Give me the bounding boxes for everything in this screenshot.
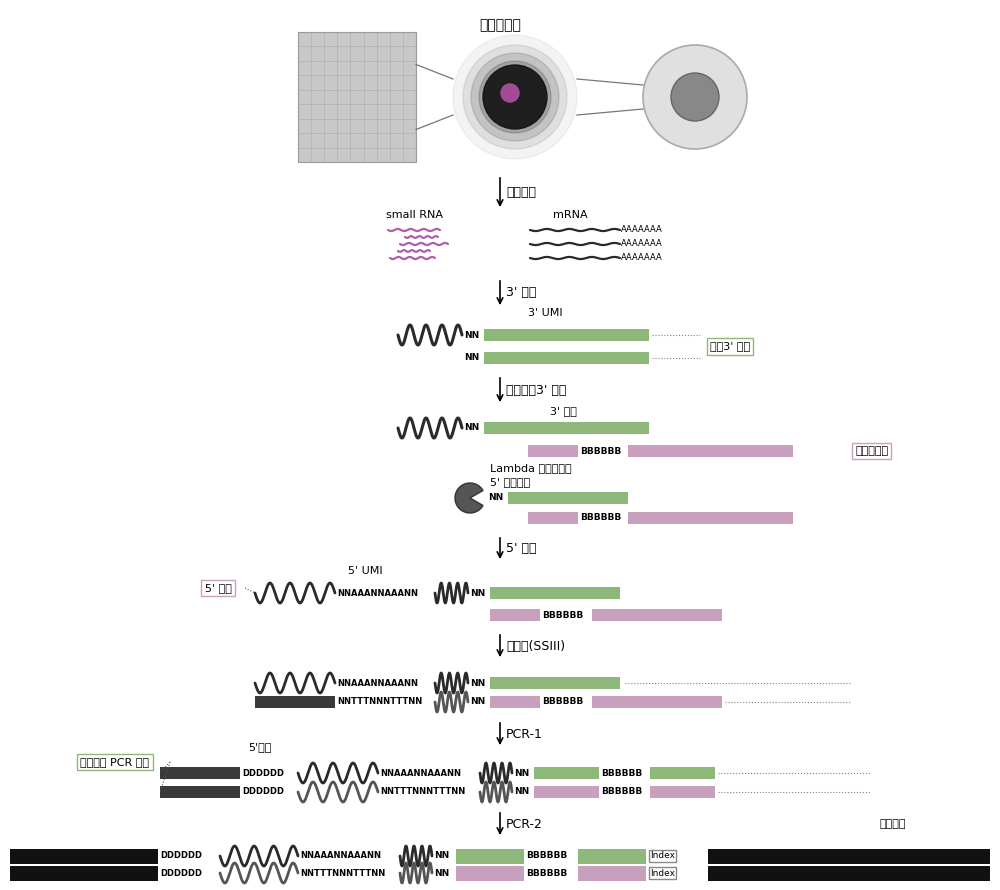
Text: BBBBBB: BBBBBB [580, 514, 621, 522]
Circle shape [471, 53, 559, 141]
Bar [484, 352, 649, 364]
Wedge shape [455, 483, 483, 513]
Text: 反转录(SSIII): 反转录(SSIII) [506, 640, 565, 652]
Bar [528, 445, 578, 457]
Bar [298, 32, 416, 162]
Text: BBBBBB: BBBBBB [542, 698, 583, 707]
Text: 反转录引物: 反转录引物 [855, 446, 888, 456]
Text: NN: NN [470, 678, 485, 687]
Bar [628, 445, 793, 457]
Bar [528, 512, 578, 524]
Bar [160, 786, 240, 798]
Text: NN: NN [434, 869, 449, 878]
Bar [534, 767, 599, 779]
Text: DDDDDD: DDDDDD [242, 768, 284, 778]
Bar [10, 848, 158, 863]
Text: PCR-1: PCR-1 [506, 727, 543, 740]
Text: 去除游离3' 接头: 去除游离3' 接头 [506, 384, 566, 397]
Circle shape [501, 84, 519, 102]
Text: mRNA: mRNA [553, 210, 587, 220]
Text: 游离3' 接头: 游离3' 接头 [710, 342, 750, 352]
Bar [650, 786, 715, 798]
Text: NNTTTNNNTTTNN: NNTTTNNNTTTNN [300, 869, 385, 878]
Bar [255, 696, 335, 708]
Bar [708, 848, 990, 863]
Text: NN: NN [464, 353, 479, 362]
Text: DDDDDD: DDDDDD [160, 869, 202, 878]
Text: NNAAANNAAANN: NNAAANNAAANN [337, 588, 418, 597]
Text: NNAAANNAAANN: NNAAANNAAANN [380, 768, 461, 778]
Text: NN: NN [514, 768, 529, 778]
Bar [592, 609, 722, 621]
Circle shape [463, 45, 567, 149]
Bar [578, 848, 646, 863]
Circle shape [453, 35, 577, 159]
Text: Index: Index [650, 852, 675, 861]
Text: BBBBBB: BBBBBB [580, 447, 621, 456]
Bar [484, 329, 649, 341]
Text: 5' UMI: 5' UMI [348, 566, 383, 576]
Bar [534, 786, 599, 798]
Text: NN: NN [470, 698, 485, 707]
Text: BBBBBB: BBBBBB [601, 788, 642, 797]
Bar [708, 865, 990, 880]
Text: BBBBBB: BBBBBB [542, 611, 583, 619]
Circle shape [479, 61, 551, 133]
Text: AAAAAAA: AAAAAAA [621, 254, 663, 263]
Text: 5' 接头: 5' 接头 [205, 583, 231, 593]
Text: 带标签的 PCR 引物: 带标签的 PCR 引物 [80, 757, 150, 767]
Bar [578, 865, 646, 880]
Text: 5' 连接: 5' 连接 [506, 541, 536, 554]
Bar [650, 767, 715, 779]
Bar [456, 865, 524, 880]
Text: 样品标签: 样品标签 [880, 819, 906, 829]
Text: 5'标签: 5'标签 [248, 742, 271, 752]
Bar [484, 422, 649, 434]
Circle shape [671, 73, 719, 121]
Text: NNTTTNNNTTTNN: NNTTTNNNTTTNN [380, 788, 465, 797]
Text: 3' 标签: 3' 标签 [550, 406, 577, 416]
Text: BBBBBB: BBBBBB [526, 869, 567, 878]
Bar [592, 696, 722, 708]
Text: NN: NN [488, 493, 503, 503]
Text: DDDDDD: DDDDDD [242, 788, 284, 797]
Bar [10, 865, 158, 880]
Circle shape [483, 65, 547, 129]
Text: DDDDDD: DDDDDD [160, 852, 202, 861]
Text: NN: NN [464, 330, 479, 339]
Bar [160, 767, 240, 779]
Text: Index: Index [650, 869, 675, 878]
Text: small RNA: small RNA [386, 210, 444, 220]
Bar [456, 848, 524, 863]
Text: NNAAANNAAANN: NNAAANNAAANN [337, 678, 418, 687]
Text: NNAAANNAAANN: NNAAANNAAANN [300, 852, 381, 861]
Bar [628, 512, 793, 524]
Bar [508, 492, 628, 504]
Text: 3' 连接: 3' 连接 [506, 287, 536, 300]
Text: PCR-2: PCR-2 [506, 818, 543, 830]
Text: 微孔放大图: 微孔放大图 [479, 18, 521, 32]
Text: BBBBBB: BBBBBB [526, 852, 567, 861]
Text: NN: NN [470, 588, 485, 597]
Bar [490, 677, 620, 689]
Text: NN: NN [464, 424, 479, 433]
Text: NN: NN [434, 852, 449, 861]
Bar [490, 609, 540, 621]
Text: BBBBBB: BBBBBB [601, 768, 642, 778]
Text: 3' UMI: 3' UMI [528, 308, 563, 318]
Bar [490, 696, 540, 708]
Text: NNTTTNNNTTTNN: NNTTTNNNTTTNN [337, 698, 422, 707]
Text: AAAAAAA: AAAAAAA [621, 225, 663, 234]
Text: Lambda 核酸外切酶: Lambda 核酸外切酶 [490, 463, 572, 473]
Text: 细胞裂解: 细胞裂解 [506, 187, 536, 199]
Text: AAAAAAA: AAAAAAA [621, 239, 663, 248]
Text: NN: NN [514, 788, 529, 797]
Text: 5' 腺苷化酶: 5' 腺苷化酶 [490, 477, 530, 487]
Bar [490, 587, 620, 599]
Circle shape [643, 45, 747, 149]
